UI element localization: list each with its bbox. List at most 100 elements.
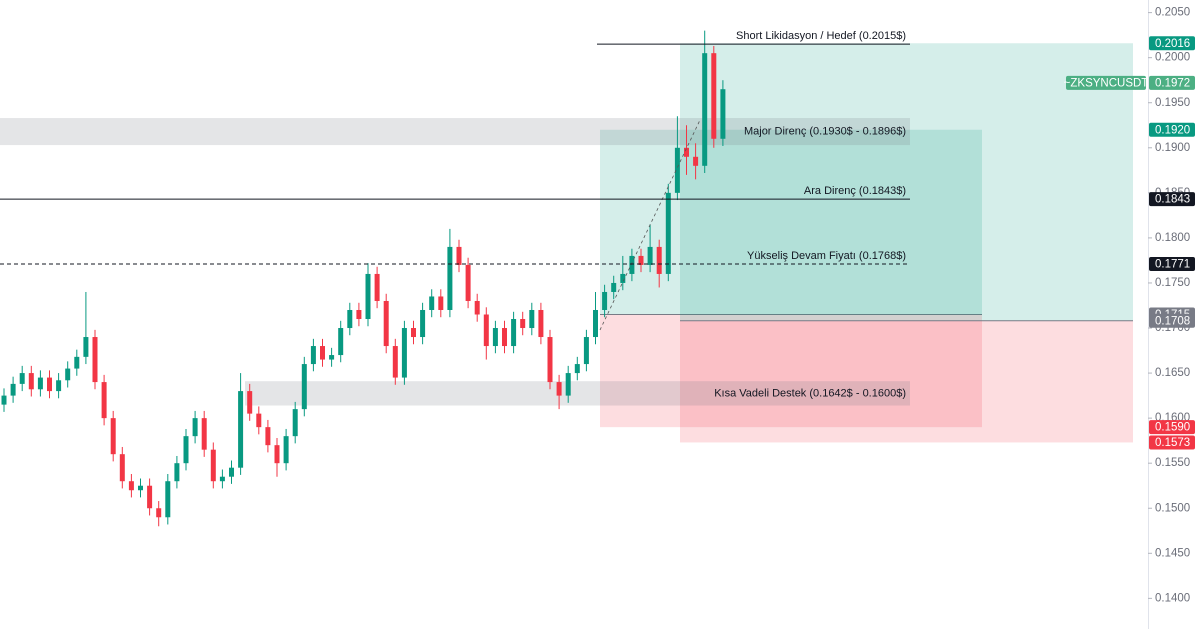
candle-body [684, 147, 689, 157]
candle-body [511, 319, 517, 347]
y-tick-label: 0.1400 [1155, 592, 1190, 604]
labels: Major Direnç (0.1930$ - 0.1896$) Kısa Vad… [0, 30, 910, 399]
candle-body [219, 476, 225, 482]
price-tag-label: 0.1590 [1155, 422, 1190, 434]
candle-body [329, 355, 335, 360]
zone-label: Kısa Vadeli Destek (0.1642$ - 0.1600$) [714, 387, 906, 399]
candle-body [656, 246, 662, 274]
zone [0, 118, 910, 146]
candle-body [401, 328, 407, 378]
symbol-label: ~ZKSYNCUSDT [1064, 77, 1149, 89]
candle-body [92, 337, 98, 383]
candle-body [192, 418, 198, 437]
y-tick-label: 0.2050 [1155, 7, 1190, 19]
price-tag [1149, 435, 1195, 450]
candle-body [593, 309, 598, 338]
price-tag-label: 0.1573 [1155, 437, 1190, 449]
candle-body [702, 53, 708, 166]
price-tag [1149, 36, 1195, 51]
candle-body [456, 246, 462, 265]
candle-body [283, 436, 289, 464]
y-tick-label: 0.1650 [1155, 367, 1190, 379]
candle-body [74, 356, 80, 369]
y-tick-label: 0.1450 [1155, 547, 1190, 559]
candle-body [292, 409, 298, 437]
candle-body [37, 377, 43, 390]
y-tick-label: 0.1500 [1155, 502, 1190, 514]
price-tag [1149, 192, 1195, 207]
candle-body [483, 314, 489, 347]
candle-body [711, 53, 717, 139]
candle-body [447, 246, 453, 310]
candle-body [229, 467, 234, 477]
price-tag-label: 0.1972 [1155, 77, 1190, 89]
candle-body [156, 508, 162, 518]
candle-body [620, 273, 626, 283]
candle-body [310, 346, 316, 365]
loss-zone [680, 320, 1133, 443]
candle-body [693, 156, 699, 166]
candle-body [19, 373, 25, 384]
level-label: Yükseliş Devam Fiyatı (0.1768$) [747, 250, 906, 262]
trend-line [599, 119, 701, 331]
candle-body [365, 273, 371, 320]
price-tag [1149, 75, 1195, 90]
candle-body [119, 454, 125, 482]
candle-body [556, 382, 562, 396]
candle-body [183, 436, 189, 464]
price-axis: 0.14000.14500.15000.15500.16000.16500.17… [1064, 7, 1195, 604]
candle-body [301, 364, 307, 410]
candle-body [420, 309, 426, 338]
price-tag-label: 0.1843 [1155, 194, 1190, 206]
level-label: Short Likidasyon / Hedef (0.2015$) [736, 30, 906, 42]
y-tick-label: 0.1900 [1155, 142, 1190, 154]
candle-body [411, 328, 416, 338]
candle-body [538, 309, 544, 338]
candle-body [247, 391, 253, 414]
candle-body [320, 346, 325, 360]
candle-body [647, 246, 653, 265]
price-tag-label: 0.1771 [1155, 259, 1190, 271]
price-tag-label: 0.2016 [1155, 38, 1190, 50]
candle-body [110, 418, 116, 455]
candle-body [265, 427, 271, 446]
candle-body [47, 377, 52, 392]
price-tag [1149, 313, 1195, 328]
candle-body [383, 300, 389, 347]
candle-body [347, 309, 353, 329]
candle-body [374, 273, 380, 301]
candle-body [65, 368, 71, 381]
candles [1, 30, 726, 527]
candle-body [547, 337, 553, 383]
y-tick-label: 0.1800 [1155, 232, 1190, 244]
candle-body [674, 147, 680, 193]
candle-body [147, 485, 153, 509]
loss-zone [600, 314, 982, 428]
candle-body [629, 255, 635, 274]
level-label: Ara Direnç (0.1843$) [804, 185, 906, 197]
candle-body [210, 449, 216, 482]
overlays [0, 43, 1133, 443]
candle-body [465, 264, 471, 301]
candle-body [720, 89, 726, 139]
candle-body [529, 309, 535, 329]
candle-body [520, 319, 526, 329]
price-tag [1149, 420, 1195, 435]
candle-body [201, 418, 207, 450]
candle-body [28, 373, 34, 390]
candle-body [574, 364, 580, 374]
candle-body [138, 485, 143, 491]
symbol-tag [1066, 75, 1146, 90]
y-tick-label: 0.1950 [1155, 97, 1190, 109]
candle-body [602, 291, 608, 310]
y-tick-label: 0.2000 [1155, 52, 1190, 64]
candle-body [274, 445, 280, 464]
price-tag [1149, 257, 1195, 272]
y-tick-label: 0.1550 [1155, 457, 1190, 469]
candle-body [165, 481, 171, 518]
candle-body [583, 337, 589, 365]
profit-zone [600, 129, 982, 315]
zone [245, 381, 910, 406]
candle-body [429, 296, 435, 310]
